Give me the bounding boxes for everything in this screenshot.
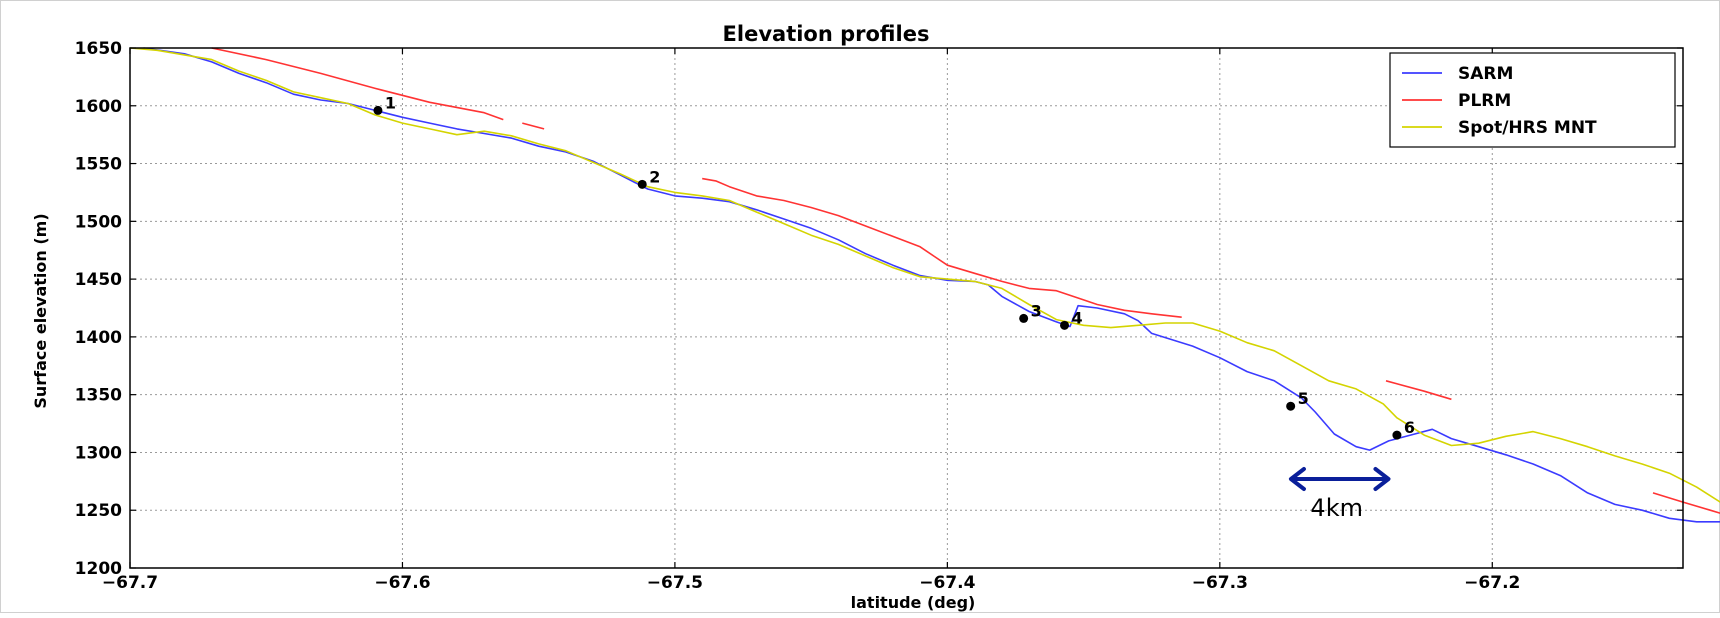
marker-label: 4 — [1072, 308, 1083, 327]
x-tick-label: −67.4 — [919, 573, 975, 593]
marker-point — [1286, 401, 1296, 411]
axis-ticks: −67.7 −67.6 −67.5 −67.4 −67.3 −67.21200125013… — [75, 39, 1683, 593]
series-lines — [129, 47, 1720, 523]
y-tick-label: 1650 — [75, 39, 122, 59]
x-tick-label: −67.7 — [102, 573, 158, 593]
series-line-plrm — [211, 47, 504, 121]
x-tick-label: −67.3 — [1192, 573, 1248, 593]
series-line-plrm — [522, 122, 545, 130]
y-tick-label: 1500 — [75, 212, 122, 232]
chart-title: Elevation profiles — [723, 22, 930, 46]
legend: SARM PLRM Spot/HRS MNT — [1389, 52, 1676, 148]
point-markers: 1 2 3 4 5 6 — [373, 93, 1415, 440]
legend-entry: PLRM — [1458, 91, 1511, 111]
scale-arrow-right-head — [1373, 467, 1391, 492]
marker-label: 1 — [385, 93, 396, 112]
series-line-sarm — [143, 47, 1720, 523]
legend-entry: Spot/HRS MNT — [1458, 118, 1597, 138]
scale-arrow-left-head — [1288, 467, 1306, 492]
series-line-plrm — [702, 177, 1182, 318]
scale-label: 4km — [1310, 494, 1363, 522]
series-line-plrm — [1385, 380, 1452, 401]
y-tick-label: 1450 — [75, 270, 122, 290]
marker-point — [1019, 313, 1029, 323]
marker-label: 2 — [649, 167, 660, 186]
y-axis-label: Surface elevation (m) — [31, 213, 50, 408]
y-tick-label: 1400 — [75, 328, 122, 348]
x-tick-label: −67.6 — [374, 573, 430, 593]
series-line-spot-hrs-mnt — [129, 47, 1720, 503]
marker-label: 6 — [1404, 418, 1415, 437]
legend-entry: SARM — [1458, 64, 1513, 84]
y-tick-label: 1300 — [75, 443, 122, 463]
grid-lines — [130, 48, 1683, 568]
y-tick-label: 1550 — [75, 155, 122, 175]
series-line-plrm — [1652, 492, 1720, 514]
x-axis-label: latitude (deg) — [851, 593, 976, 612]
marker-point — [1392, 430, 1402, 440]
x-tick-label: −67.5 — [647, 573, 703, 593]
annotations: 4km — [1288, 467, 1391, 522]
plot-frame — [129, 47, 1684, 569]
y-tick-label: 1350 — [75, 386, 122, 406]
marker-label: 5 — [1298, 389, 1309, 408]
marker-label: 3 — [1031, 301, 1042, 320]
marker-point — [373, 105, 383, 115]
x-tick-label: −67.2 — [1464, 573, 1520, 593]
y-tick-label: 1250 — [75, 501, 122, 521]
y-tick-label: 1600 — [75, 97, 122, 117]
y-tick-label: 1200 — [75, 559, 122, 579]
marker-point — [1060, 320, 1070, 330]
marker-point — [637, 179, 647, 189]
